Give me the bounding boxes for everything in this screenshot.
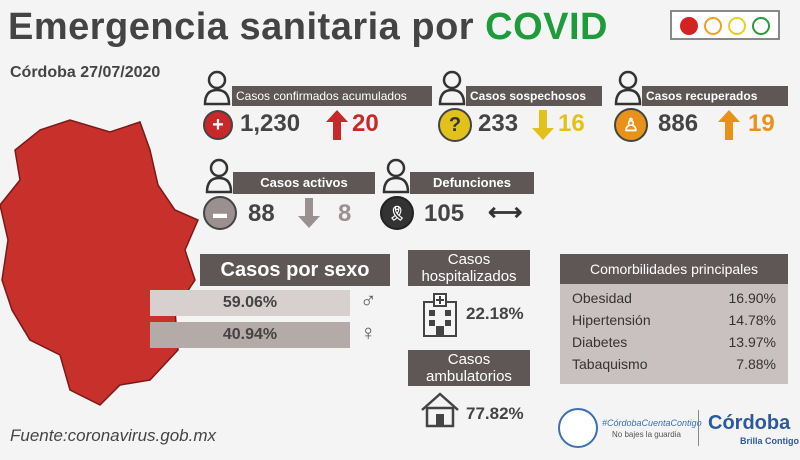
confirmados-label: Casos confirmados acumulados [232,86,432,106]
list-item: Diabetes 13.97% [572,334,776,350]
sospechosos-value: 233 [478,110,519,137]
confirmados-value: 1,230 [240,110,301,137]
double-arrow-icon: ⟷ [488,199,523,226]
ambulatorios-label-2: ambulatorios [426,368,512,385]
sospechosos-delta: 16 [558,110,585,137]
slogan: No bajes la guardia [612,430,681,439]
comorbilidad-value: 7.88% [736,356,776,372]
comorbilidades-title: Comorbilidades principales [560,254,788,284]
cordoba-map-icon [0,119,199,406]
sexo-header: Casos por sexo [200,254,390,286]
hospitalizados-label-2: hospitalizados [421,268,517,285]
confirmados-delta: 20 [352,110,379,137]
comorbilidad-value: 16.90% [728,290,776,306]
bed-icon: ▬ [203,196,237,230]
traffic-light-icon [670,10,780,40]
hombres-pct: 59.06% [150,290,350,316]
plus-icon: + [203,110,233,140]
mujeres-pct: 40.94% [150,322,350,348]
list-item: Tabaquismo 7.88% [572,356,776,372]
title-highlight: COVID [485,6,608,48]
male-icon: ♂ [360,288,377,313]
person-icon [382,158,410,194]
comorbilidad-value: 13.97% [728,334,776,350]
list-item: Obesidad 16.90% [572,290,776,306]
comorbilidad-name: Obesidad [572,290,632,306]
arrow-up-icon [718,110,740,140]
recuperados-value: 886 [658,110,699,137]
hospital-icon [423,293,457,337]
person-icon [203,70,231,106]
arrow-up-icon [326,110,348,140]
footer-divider [698,410,699,446]
comorbilidad-name: Diabetes [572,334,628,350]
ambulatorios-header: Casos ambulatorios [408,350,530,386]
house-icon [421,392,459,428]
traffic-green-icon [752,17,770,35]
recuperados-label: Casos recuperados [642,86,788,106]
hospitalizados-value: 22.18% [466,304,524,323]
defunciones-value: 105 [424,200,465,227]
activos-value: 88 [248,200,275,227]
comorbilidad-name: Hipertensión [572,312,651,328]
female-icon: ♀ [360,320,377,345]
ambulatorios-label-1: Casos [447,351,491,368]
ribbon-icon: 🎗 [380,196,414,230]
recuperados-delta: 19 [748,110,775,137]
activos-label: Casos activos [233,172,375,194]
comorbilidad-value: 14.78% [728,312,776,328]
title-main: Emergencia sanitaria por [8,6,486,48]
defunciones-label: Defunciones [410,172,534,194]
activos-delta: 8 [338,200,352,227]
comorbilidades-panel: Comorbilidades principales Obesidad 16.90… [560,254,788,384]
recovered-person-icon: ♙ [614,108,648,142]
person-icon [205,158,233,194]
source-footer: Fuente:coronavirus.gob.mx [10,426,216,445]
question-icon: ? [438,108,472,142]
hashtag: #CórdobaCuentaContigo [602,418,702,428]
community-logo-icon [558,408,598,448]
person-icon [438,70,466,106]
brand-logo: Córdoba [708,412,791,434]
sospechosos-label: Casos sospechosos [466,86,602,106]
person-icon [614,70,642,106]
traffic-red-icon [680,17,698,35]
traffic-yellow-icon [728,17,746,35]
list-item: Hipertensión 14.78% [572,312,776,328]
hospitalizados-label-1: Casos [447,251,491,268]
hospitalizados-header: Casos hospitalizados [408,250,530,286]
date-subtitle: Córdoba 27/07/2020 [10,64,161,81]
arrow-down-icon [532,110,554,140]
brand-sub: Brilla Contigo [740,436,799,446]
comorbilidad-name: Tabaquismo [572,356,648,372]
arrow-down-icon [298,198,320,228]
ambulatorios-value: 77.82% [466,404,524,423]
page-title: Emergencia sanitaria por COVID [8,6,608,49]
traffic-orange-icon [704,17,722,35]
